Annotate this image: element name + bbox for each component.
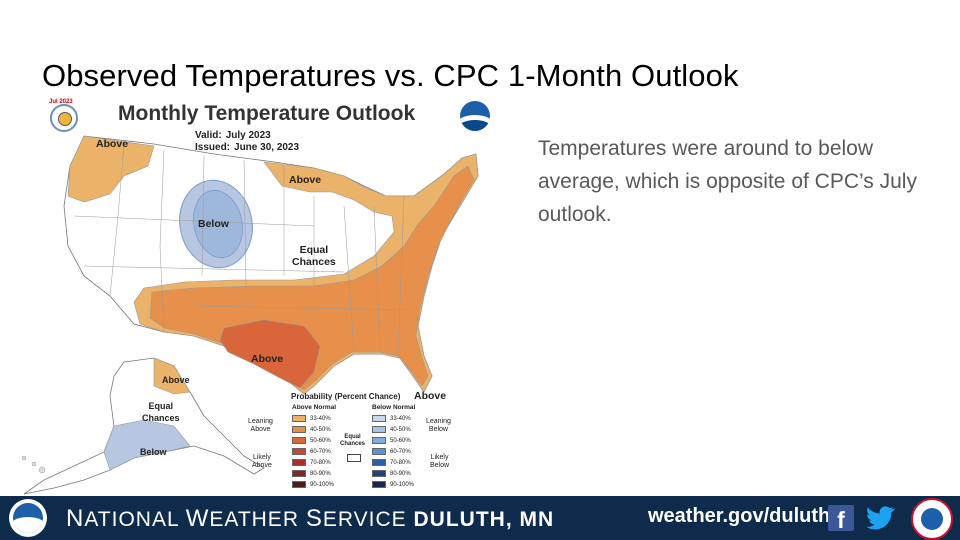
- legend-bin-label: 50-60%: [310, 437, 331, 444]
- legend-below-bin: 40-50%: [372, 425, 411, 434]
- legend-swatch: [292, 437, 306, 444]
- legend-below-bin: 33-40%: [372, 414, 411, 423]
- legend-bin-label: 70-80%: [310, 459, 331, 466]
- legend-above-bin: 70-80%: [292, 458, 331, 467]
- legend-equal-chances: Equal Chances: [340, 434, 366, 447]
- legend-leaning-above: Leaning Above: [248, 418, 273, 433]
- label-equal-chances: Equal Chances: [292, 244, 336, 268]
- region-above-ak: [153, 357, 191, 395]
- legend-bin-label: 60-70%: [390, 448, 411, 455]
- legend-above-bin: 40-50%: [292, 425, 331, 434]
- region-below-north-core: [193, 189, 243, 259]
- label-above-south: Above: [251, 353, 284, 365]
- legend-above-bin: 60-70%: [292, 447, 331, 456]
- legend-below-bin: 60-70%: [372, 447, 411, 456]
- legend-below-header: Below Normal: [372, 404, 416, 411]
- legend-swatch: [372, 415, 386, 422]
- legend-bin-label: 50-60%: [390, 437, 411, 444]
- legend-bin-label: 33-40%: [390, 415, 411, 422]
- legend-bin-label: 90-100%: [390, 481, 415, 488]
- legend-likely-above: Likely Above: [252, 454, 272, 469]
- legend-bin-label: 90-100%: [310, 481, 335, 488]
- label-below-ak: Below: [140, 447, 167, 457]
- facebook-icon[interactable]: f: [828, 505, 854, 531]
- legend-below-bin: 90-100%: [372, 480, 414, 489]
- legend-swatch: [372, 459, 386, 466]
- map-meta: Valid: July 2023 Issued: June 30, 2023: [195, 130, 299, 154]
- legend-swatch: [292, 426, 306, 433]
- legend-above-bin: 80-90%: [292, 469, 331, 478]
- footer-url-link[interactable]: weather.gov/duluth: [648, 505, 831, 527]
- legend-above-header: Above Normal: [292, 404, 337, 411]
- legend-swatch: [372, 426, 386, 433]
- state-lines: [73, 143, 415, 357]
- footer-bar: NATIONAL WEATHER SERVICE DULUTH, MN weat…: [0, 496, 960, 540]
- map-title: Monthly Temperature Outlook: [118, 102, 416, 125]
- legend-below-bin: 70-80%: [372, 458, 411, 467]
- label-above-fl: Above: [414, 390, 447, 402]
- issued-label: Issued:: [195, 142, 231, 153]
- label-above-ne: Above: [289, 174, 322, 186]
- twitter-icon[interactable]: [866, 505, 896, 531]
- region-above-50-60: [219, 319, 321, 389]
- outlook-map: [21, 135, 479, 495]
- legend-bin-label: 60-70%: [310, 448, 331, 455]
- noaa-logo-icon: [460, 101, 490, 131]
- body-text: Temperatures were around to below averag…: [538, 137, 917, 226]
- legend-swatch: [292, 459, 306, 466]
- region-above-nw: [67, 135, 155, 203]
- legend-swatch: [372, 448, 386, 455]
- footer-noaa-icon[interactable]: [9, 499, 47, 537]
- legend-bin-label: 40-50%: [390, 426, 411, 433]
- legend-above-bin: 33-40%: [292, 414, 331, 423]
- legend-swatch: [292, 470, 306, 477]
- slide-title: Observed Temperatures vs. CPC 1-Month Ou…: [42, 58, 739, 93]
- footer-org-name: NATIONAL WEATHER SERVICE DULUTH, MN: [66, 505, 555, 532]
- legend-bin-label: 80-90%: [310, 470, 331, 477]
- valid-value: July 2023: [225, 130, 271, 141]
- label-below-north: Below: [198, 218, 229, 230]
- legend-below-bin: 50-60%: [372, 436, 411, 445]
- footer-office: DULUTH, MN: [413, 508, 555, 531]
- legend-leaning-below: Leaning Below: [426, 418, 451, 433]
- legend-swatch: [292, 481, 306, 488]
- label-equal-chances-ak: Equal Chances: [142, 401, 180, 423]
- legend-bin-label: 33-40%: [310, 415, 331, 422]
- probability-legend: Probability (Percent Chance) Above Norma…: [246, 392, 476, 492]
- legend-bin-label: 70-80%: [390, 459, 411, 466]
- legend-bin-label: 80-90%: [390, 470, 411, 477]
- issued-value: June 30, 2023: [234, 142, 300, 153]
- legend-above-bin: 50-60%: [292, 436, 331, 445]
- region-below-ak: [103, 419, 191, 471]
- nws-seal-icon[interactable]: [911, 498, 953, 540]
- label-above-ak: Above: [162, 375, 190, 385]
- legend-swatch: [292, 448, 306, 455]
- legend-likely-below: Likely Below: [430, 454, 450, 469]
- date-badge: Jul 2023: [49, 99, 73, 105]
- label-above-nw: Above: [96, 138, 129, 150]
- legend-swatch: [372, 437, 386, 444]
- legend-swatch: [372, 470, 386, 477]
- legend-swatch: [372, 481, 386, 488]
- legend-below-bin: 80-90%: [372, 469, 411, 478]
- hawaii: [21, 455, 46, 474]
- legend-swatch: [292, 415, 306, 422]
- valid-label: Valid:: [195, 130, 222, 141]
- legend-above-bin: 90-100%: [292, 480, 334, 489]
- doc-seal-icon: [50, 104, 78, 132]
- legend-bin-label: 40-50%: [310, 426, 331, 433]
- legend-title: Probability (Percent Chance): [291, 392, 401, 401]
- legend-equal-swatch: [347, 454, 361, 462]
